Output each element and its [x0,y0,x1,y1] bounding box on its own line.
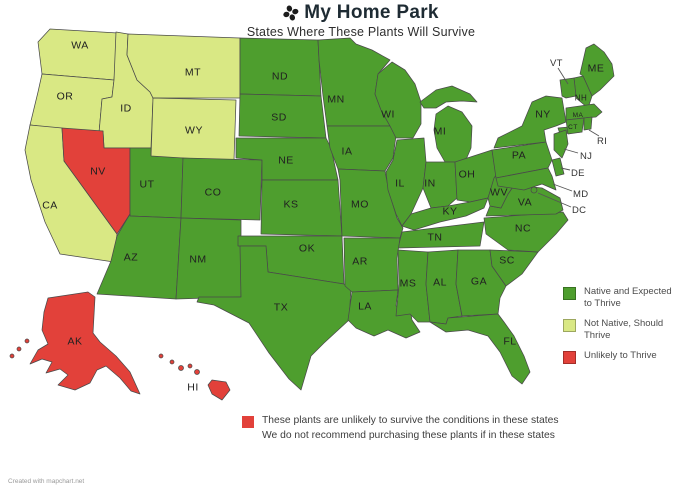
state-HI-island2[interactable] [178,365,184,371]
state-label-DE: DE [571,168,585,179]
legend-label-unlikely: Unlikely to Thrive [584,350,657,362]
legend-swatch-native [563,287,576,300]
callout-line-VT [557,67,569,85]
state-label-MD: MD [573,189,588,200]
state-WY[interactable] [150,97,237,161]
state-label-DC: DC [572,205,586,216]
state-CO[interactable] [180,157,263,221]
state-TX[interactable] [196,245,352,391]
state-DE[interactable] [551,157,565,177]
state-MD[interactable] [495,167,557,191]
state-IA[interactable] [326,125,397,172]
state-MA[interactable] [565,103,603,121]
legend-label-native: Native and Expected to Thrive [584,286,672,309]
state-label-NJ: NJ [580,151,592,162]
brand-title: My Home Park [304,2,439,23]
footnote-line-1: These plants are unlikely to survive the… [262,415,559,426]
state-label-VT: VT [550,58,563,69]
state-label-RI: RI [597,136,607,147]
legend-swatch-not_native [563,319,576,333]
state-RI[interactable] [583,116,593,131]
state-MS[interactable] [395,249,431,323]
callout-line-NJ [563,148,579,154]
callout-line-DE [560,167,571,171]
footnote-line-2: We do not recommend purchasing these pla… [262,429,555,441]
state-NC[interactable] [483,211,569,253]
footnote: These plants are unlikely to survive the… [242,414,558,444]
state-NJ[interactable] [553,129,569,159]
state-HI-island0[interactable] [158,353,164,359]
state-UT[interactable] [129,147,184,219]
state-LA[interactable] [347,289,421,339]
callout-line-RI [588,129,600,137]
state-NM[interactable] [175,217,242,300]
state-MI-part1[interactable] [419,85,478,109]
state-SD[interactable] [238,93,327,139]
state-AK[interactable] [29,291,141,395]
state-AK-island1[interactable] [16,346,22,352]
state-NY[interactable] [493,95,567,149]
legend-item-unlikely: Unlikely to Thrive [563,350,675,365]
brand: My Home Park [247,2,475,24]
state-IN[interactable] [422,161,458,209]
credit: Created with mapchart.net [8,478,85,485]
state-MI[interactable] [433,105,473,163]
page-title: States Where These Plants Will Survive [246,25,476,39]
state-AK-island2[interactable] [9,353,15,359]
state-HI[interactable] [207,379,231,401]
state-AR[interactable] [343,237,401,293]
state-HI-island1[interactable] [169,359,175,365]
state-HI-island4[interactable] [194,369,200,375]
state-WA[interactable] [37,28,119,81]
state-WI[interactable] [374,61,422,139]
state-KS[interactable] [260,179,343,237]
brand-logo-icon [283,5,299,21]
state-VT[interactable] [559,77,577,99]
legend: Native and Expected to Thrive Not Native,… [563,286,675,373]
state-FL[interactable] [429,313,531,385]
legend-label-not_native: Not Native, Should Thrive [584,318,664,341]
footnote-red-swatch [242,416,254,428]
state-label-HI: HI [187,382,199,394]
legend-swatch-unlikely [563,351,576,365]
callout-line-MD [552,183,573,192]
state-HI-island3[interactable] [187,363,193,369]
legend-item-not_native: Not Native, Should Thrive [563,318,675,341]
footnote-text: These plants are unlikely to survive the… [262,414,558,444]
state-ND[interactable] [239,37,322,97]
state-CT[interactable] [565,117,585,135]
callout-line-DC [537,192,572,208]
header: My Home Park States Where These Plants W… [247,2,475,39]
legend-item-native: Native and Expected to Thrive [563,286,675,309]
state-AK-island0[interactable] [24,338,30,344]
state-DC[interactable] [530,186,538,194]
